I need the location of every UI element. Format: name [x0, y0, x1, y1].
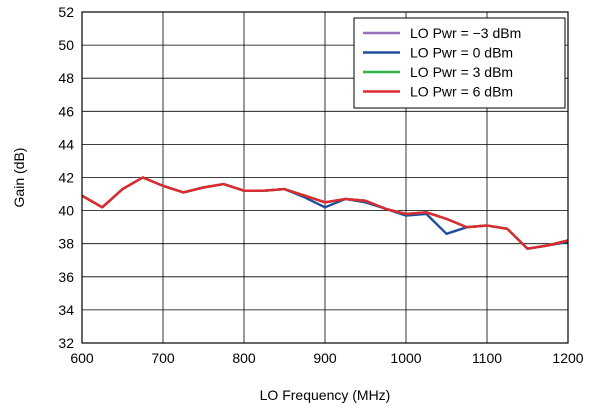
legend-entry: LO Pwr = 0 dBm — [410, 45, 513, 61]
y-tick-label: 34 — [58, 302, 74, 318]
y-tick-label: 50 — [58, 37, 74, 53]
plot-frame — [81, 11, 569, 344]
series-lines — [81, 176, 569, 250]
y-tick-label: 42 — [58, 170, 74, 186]
y-tick-label: 44 — [58, 136, 74, 152]
y-tick-label: 40 — [58, 203, 74, 219]
x-tick-label: 1200 — [552, 350, 583, 366]
y-tick-label: 36 — [58, 269, 74, 285]
series-line-3 — [81, 176, 569, 250]
y-tick-label: 48 — [58, 70, 74, 86]
legend-entry: LO Pwr = 3 dBm — [410, 64, 513, 80]
x-tick-label: 1000 — [390, 350, 421, 366]
y-axis-label: Gain (dB) — [11, 148, 27, 208]
x-tick-label: 900 — [313, 350, 337, 366]
legend-entry: LO Pwr = 6 dBm — [410, 84, 513, 100]
y-tick-label: 32 — [58, 335, 74, 351]
y-tick-label: 52 — [58, 4, 74, 20]
x-tick-label: 600 — [70, 350, 94, 366]
x-tick-label: 700 — [151, 350, 175, 366]
x-tick-label: 800 — [232, 350, 256, 366]
y-tick-labels: 32 34 36 38 40 42 44 46 48 50 52 — [58, 4, 74, 351]
legend-entry: LO Pwr = −3 dBm — [410, 25, 521, 41]
y-tick-label: 46 — [58, 103, 74, 119]
x-tick-label: 1100 — [472, 350, 502, 366]
x-axis-label: LO Frequency (MHz) — [260, 387, 391, 403]
y-tick-label: 38 — [58, 236, 74, 252]
x-tick-labels: 600 700 800 900 1000 1100 1200 — [70, 350, 583, 366]
legend: LO Pwr = −3 dBm LO Pwr = 0 dBm LO Pwr = 3 … — [353, 17, 566, 109]
